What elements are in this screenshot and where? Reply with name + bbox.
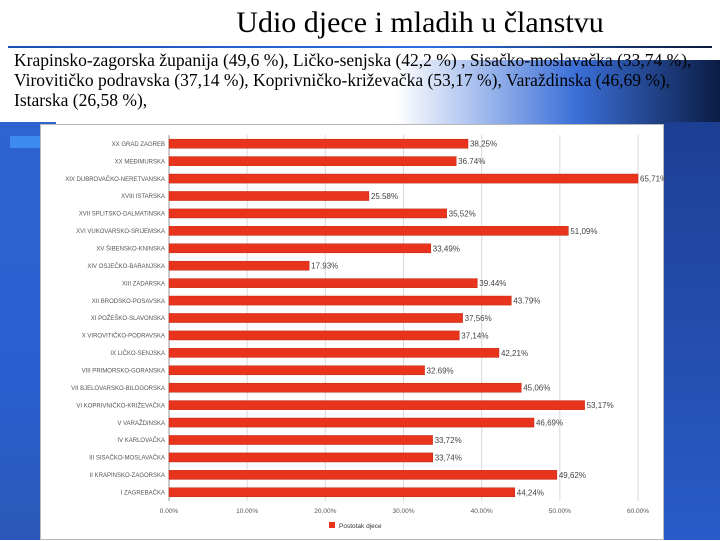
bar xyxy=(168,278,478,288)
bar xyxy=(168,156,457,166)
x-tick-label: 50.00% xyxy=(549,508,571,515)
bar xyxy=(168,295,512,306)
title-underline xyxy=(8,46,712,48)
category-label: II KRAPINSKO-ZAGORSKA xyxy=(90,473,165,479)
category-label: XV ŠIBENSKO-KNINSKA xyxy=(96,245,165,252)
x-tick-label: 60.00% xyxy=(627,508,649,515)
data-label: 37,14% xyxy=(461,331,488,340)
bar xyxy=(168,330,460,341)
category-label: III SISAČKO-MOSLAVAČKA xyxy=(89,455,165,462)
category-label: XIX DUBROVAČKO-NERETVANSKA xyxy=(65,176,165,183)
data-label: 42,21% xyxy=(501,349,528,358)
data-label: 33,72% xyxy=(435,436,462,445)
category-label: XX GRAD ZAGREB xyxy=(112,142,165,148)
category-label: XI POŽEŠKO-SLAVONSKA xyxy=(91,314,165,322)
bar xyxy=(168,313,463,323)
right-blue-panel xyxy=(664,122,720,540)
data-label: 43.79% xyxy=(513,297,540,306)
category-label: IX LIČKO-SENJSKA xyxy=(110,350,165,357)
data-label: 25.58% xyxy=(371,192,398,201)
category-label: XIII ZADARSKA xyxy=(122,281,165,287)
chart-frame: 0.00% 10.00% 20.00% 30.00% 40.00% 50.00% 60.00… xyxy=(40,124,665,540)
bar xyxy=(168,452,433,463)
x-tick-label: 10.00% xyxy=(236,508,258,515)
category-label: I ZAGREBAČKA xyxy=(121,489,165,496)
x-tick-label: 20.00% xyxy=(314,508,336,515)
data-label: 33,74% xyxy=(435,453,462,462)
bar xyxy=(168,400,585,410)
category-label: XIV OSJEČKO-BARANJSKA xyxy=(87,263,165,270)
x-tick-label: 0.00% xyxy=(160,508,179,515)
data-label: 33,49% xyxy=(433,244,460,253)
category-label: XVII SPLITSKO-DALMATINSKA xyxy=(79,212,165,218)
category-label: VI KOPRIVNIČKO-KRIŽEVAČKA xyxy=(76,401,165,409)
category-label: XVIII ISTARSKA xyxy=(121,194,165,200)
legend-swatch xyxy=(329,522,335,528)
x-tick-label: 40.00% xyxy=(471,508,493,515)
data-label: 49,62% xyxy=(559,471,586,480)
data-label: 35,52% xyxy=(449,209,476,218)
bar xyxy=(168,138,469,149)
data-label: 32.69% xyxy=(427,366,454,375)
category-label: XVI VUKOVARSKO-SRIJEMSKA xyxy=(76,229,165,235)
category-label: VII BJELOVARSKO-BILOGORSKA xyxy=(71,386,165,392)
data-label: 46,69% xyxy=(536,419,563,428)
data-label: 37,56% xyxy=(465,314,492,323)
bar xyxy=(168,470,558,480)
data-label: 44,24% xyxy=(517,488,544,497)
category-label: X VIROVITIČKO-PODRAVSKA xyxy=(82,333,165,340)
bar xyxy=(168,435,433,445)
data-label: 53,17% xyxy=(587,401,614,410)
x-tick-label: 30.00% xyxy=(392,508,414,515)
bar-chart: 0.00% 10.00% 20.00% 30.00% 40.00% 50.00% 60.00… xyxy=(65,135,665,530)
bar xyxy=(168,173,639,184)
bullet-marker xyxy=(10,136,40,148)
bar xyxy=(168,417,535,428)
bar xyxy=(168,260,310,271)
data-label: 39.44% xyxy=(479,279,506,288)
bar xyxy=(168,226,569,236)
category-label: XII BRODSKO-POSAVSKA xyxy=(92,299,165,305)
data-label: 36.74% xyxy=(458,157,485,166)
category-label: IV KARLOVAČKA xyxy=(117,437,165,444)
bar xyxy=(168,365,425,376)
data-label: 51,09% xyxy=(570,227,597,236)
bar xyxy=(168,487,516,498)
data-label: 38,25% xyxy=(470,140,497,149)
bar xyxy=(168,208,447,219)
category-label: XX MEĐIMURSKA xyxy=(115,159,165,165)
bar xyxy=(168,382,522,393)
data-label: 65,71% xyxy=(640,175,665,184)
slide-title: Udio djece i mladih u članstvu xyxy=(236,6,604,39)
bar xyxy=(168,348,500,358)
legend-label: Postotak djece xyxy=(339,523,382,530)
category-label: V VARAŽDINSKA xyxy=(117,419,165,427)
slide-subtitle: Krapinsko-zagorska županija (49,6 %), Li… xyxy=(14,50,692,110)
bar xyxy=(168,191,370,201)
data-label: 45,06% xyxy=(523,384,550,393)
data-label: 17.93% xyxy=(311,262,338,271)
category-label: VIII PRIMORSKO-GORANSKA xyxy=(82,368,165,374)
bar xyxy=(168,243,432,254)
